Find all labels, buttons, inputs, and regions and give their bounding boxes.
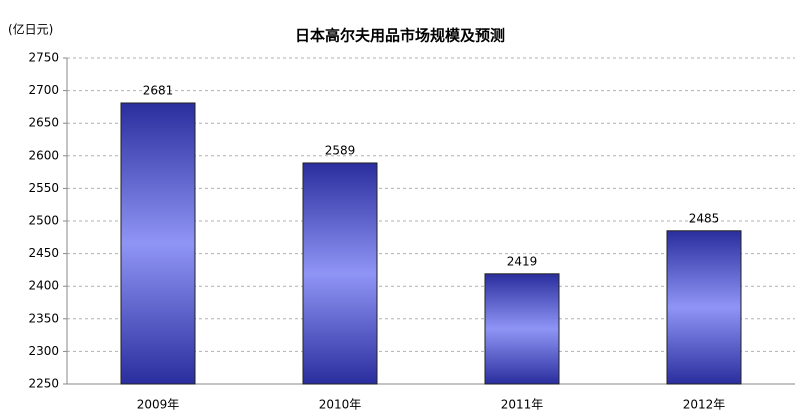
y-tick-label: 2400 (28, 279, 59, 293)
data-label: 2681 (143, 83, 174, 97)
y-tick-label: 2250 (28, 377, 59, 391)
y-tick-label: 2500 (28, 214, 59, 228)
data-label: 2419 (507, 254, 538, 268)
y-tick-label: 2750 (28, 51, 59, 65)
bar (302, 162, 378, 385)
y-axis-unit: (亿日元) (8, 22, 53, 37)
y-tick-label: 2700 (28, 83, 59, 97)
y-tick-label: 2550 (28, 181, 59, 195)
data-label: 2485 (689, 211, 720, 225)
x-tick-label: 2012年 (683, 398, 726, 412)
bar (484, 273, 560, 385)
y-tick-label: 2650 (28, 116, 59, 130)
y-tick-label: 2300 (28, 344, 59, 358)
y-tick-label: 2450 (28, 246, 59, 260)
x-tick-label: 2009年 (137, 398, 180, 412)
bar (666, 230, 742, 385)
data-label: 2589 (325, 143, 356, 157)
bar (120, 102, 196, 385)
x-tick-label: 2011年 (501, 398, 544, 412)
y-tick-label: 2600 (28, 148, 59, 162)
x-tick-label: 2010年 (319, 398, 362, 412)
y-tick-label: 2350 (28, 311, 59, 325)
chart-title: 日本高尔夫用品市场规模及预测 (295, 27, 505, 45)
